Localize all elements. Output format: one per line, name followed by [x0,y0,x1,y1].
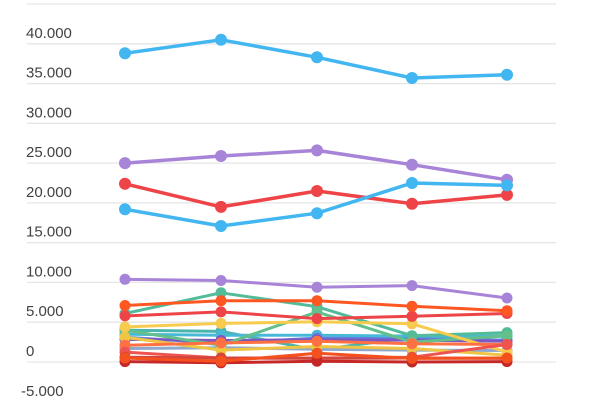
data-point-purple-low-2[interactable] [215,275,227,286]
data-point-sky-blue-1-4[interactable] [406,72,418,84]
data-point-sky-blue-2-2[interactable] [215,220,227,232]
data-point-purple-low-3[interactable] [311,281,323,293]
data-point-red-2-2[interactable] [215,306,227,318]
data-point-red-1-1[interactable] [119,177,131,190]
data-point-yellow-2-1[interactable] [119,331,131,343]
data-point-purple-1-4[interactable] [406,158,418,171]
data-point-orange-1-5[interactable] [501,305,513,317]
data-point-green-1-5[interactable] [501,330,513,342]
y-axis-tick-label: -5.000 [21,383,64,400]
data-point-sky-blue-1-5[interactable] [501,68,513,81]
data-point-red-1-5[interactable] [501,188,513,201]
data-point-amber-1-2[interactable] [215,317,227,329]
data-point-amber-1-1[interactable] [119,321,131,333]
y-axis-tick-label: 5.000 [26,303,64,320]
data-point-red-1-2[interactable] [215,200,227,213]
data-point-sky-blue-1-1[interactable] [119,47,131,60]
y-axis-tick-label: 20.000 [26,184,72,201]
data-point-sky-blue-2-3[interactable] [311,207,323,220]
y-axis-tick-label: 25.000 [26,144,72,161]
data-point-orange-1-3[interactable] [311,295,323,307]
y-axis-tick-label: 30.000 [26,104,72,121]
data-point-red-2-1[interactable] [119,310,131,322]
y-axis-tick-label: 40.000 [26,25,72,42]
data-point-orange-3-5[interactable] [501,352,513,364]
data-point-red-5-3[interactable] [311,355,323,367]
y-axis-tick-label: 10.000 [26,263,72,280]
y-axis-tick-label: 35.000 [26,65,72,82]
data-point-orange-2-2[interactable] [215,337,227,349]
data-point-orange-2-3[interactable] [311,335,323,347]
data-point-orange-3-3[interactable] [311,347,323,359]
data-point-sky-blue-2-4[interactable] [406,177,418,189]
data-point-teal-1-2[interactable] [215,287,227,299]
data-point-sky-blue-2-5[interactable] [501,179,513,192]
data-point-red-2-3[interactable] [311,313,323,325]
data-point-orange-3-1[interactable] [119,352,131,364]
data-point-purple-1-1[interactable] [119,157,131,170]
y-axis-tick-label: 15.000 [26,224,72,241]
data-point-orange-1-4[interactable] [406,300,418,312]
y-axis-tick-label: 0 [26,343,34,360]
data-point-orange-1-1[interactable] [119,300,131,311]
data-point-purple-1-2[interactable] [215,150,227,162]
data-point-sky-blue-1-3[interactable] [311,51,323,64]
data-point-red-2-4[interactable] [406,310,418,322]
data-point-purple-low-1[interactable] [119,273,131,285]
data-point-orange-3-4[interactable] [406,352,418,364]
data-point-red-1-3[interactable] [311,185,323,197]
data-point-orange-1-2[interactable] [215,295,227,307]
data-point-orange-2-4[interactable] [406,338,418,350]
data-point-sky-blue-1-2[interactable] [215,33,227,46]
data-point-sky-blue-2-1[interactable] [119,203,131,216]
data-point-purple-low-5[interactable] [501,292,513,304]
data-point-orange-3-2[interactable] [215,355,227,367]
data-point-purple-low-4[interactable] [406,280,418,292]
data-point-red-1-4[interactable] [406,197,418,210]
data-point-red-3-5[interactable] [501,339,513,350]
data-point-purple-1-3[interactable] [311,144,323,157]
